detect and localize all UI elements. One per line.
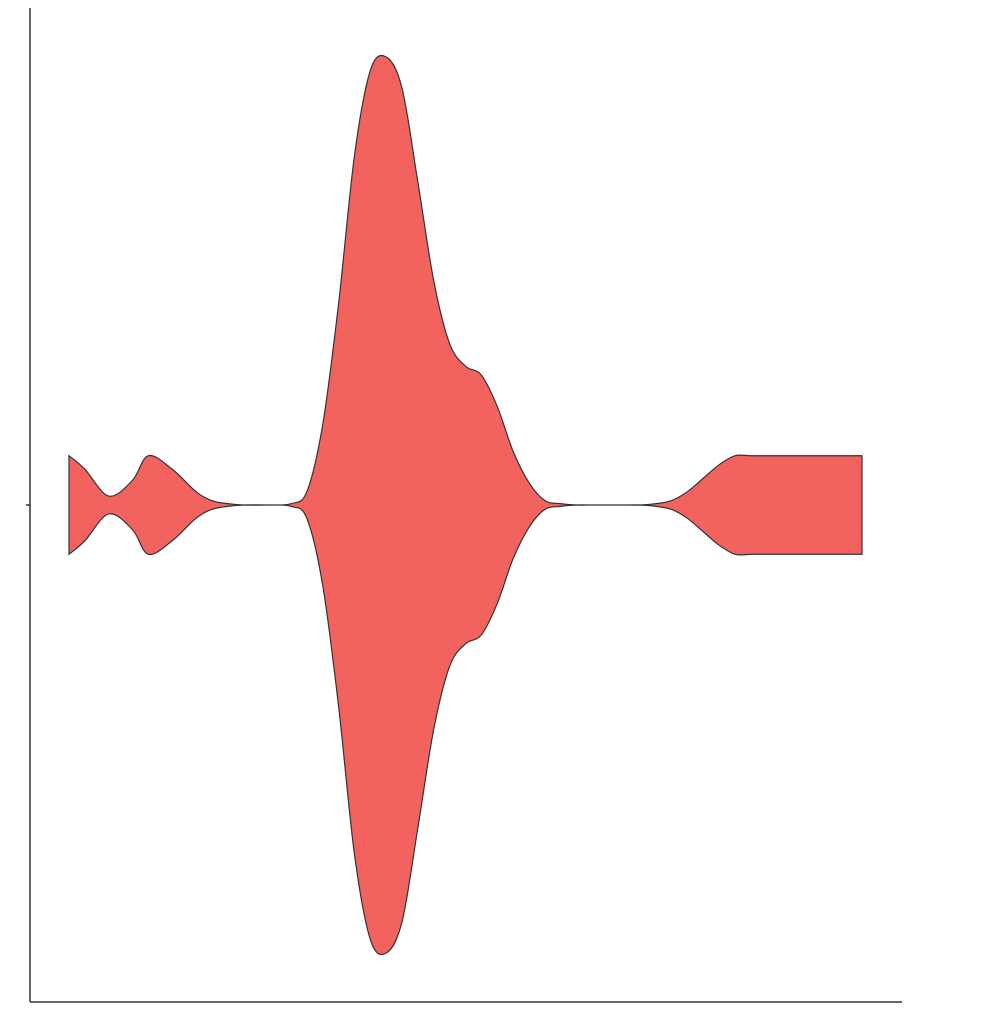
violin-body bbox=[68, 54, 863, 956]
plot-layer bbox=[68, 54, 863, 956]
